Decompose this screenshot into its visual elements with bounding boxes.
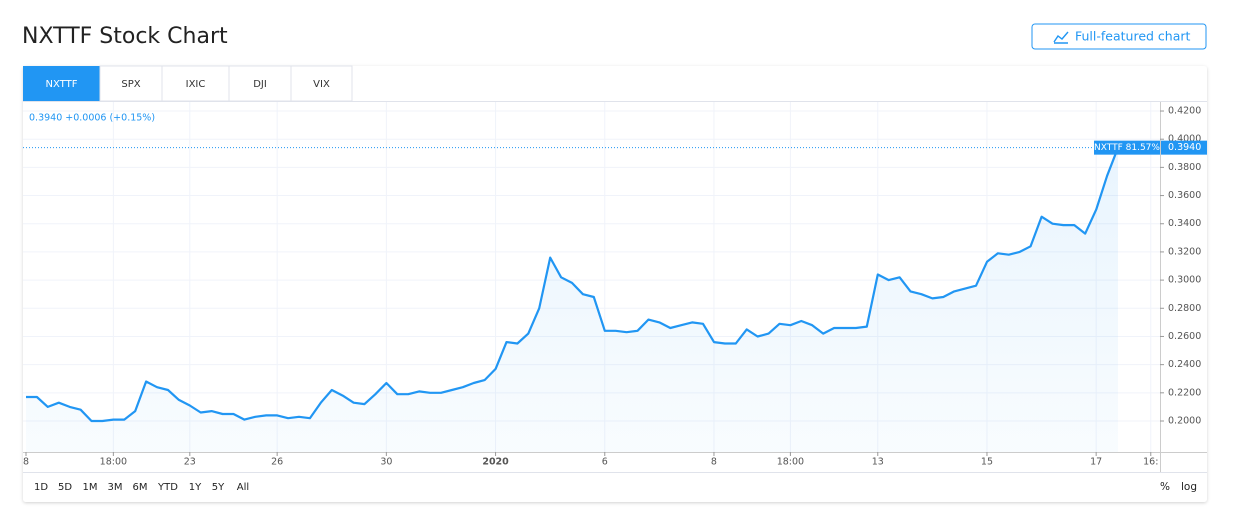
price-label-bg: [1161, 140, 1207, 155]
button-label[interactable]: Full-featured chart: [1075, 29, 1191, 44]
x-tick-label: 8: [23, 457, 29, 468]
y-tick-label: 0.3600: [1168, 190, 1201, 201]
x-tick-label: 30: [380, 457, 392, 468]
x-tick-label: 13: [872, 457, 884, 468]
x-tick-label: 16:: [1143, 457, 1158, 468]
x-tick-label: 26: [271, 457, 283, 468]
tab[interactable]: [228, 65, 292, 102]
full-chart-button[interactable]: [1031, 23, 1207, 50]
tab-label[interactable]: DJI: [253, 79, 267, 90]
tab[interactable]: [290, 65, 353, 102]
y-tick-label: 0.3200: [1168, 246, 1201, 257]
x-tick-label: 15: [981, 457, 993, 468]
tab-label[interactable]: IXIC: [186, 79, 206, 90]
range-button[interactable]: 6M: [133, 482, 148, 493]
x-tick-label: 2020: [482, 457, 509, 468]
y-tick-label: 0.3400: [1168, 218, 1201, 229]
range-button[interactable]: 3M: [108, 482, 123, 493]
price-line: [26, 147, 1120, 423]
y-tick-label: 0.3000: [1168, 275, 1201, 286]
y-tick-label: 0.2400: [1168, 359, 1201, 370]
range-button[interactable]: All: [237, 482, 249, 493]
scale-option[interactable]: %: [1160, 481, 1170, 493]
y-tick-label: 0.3800: [1168, 162, 1201, 173]
x-tick-label: 23: [184, 457, 196, 468]
range-button[interactable]: 1M: [83, 482, 98, 493]
scale-option[interactable]: log: [1181, 481, 1197, 493]
range-button[interactable]: YTD: [157, 482, 178, 493]
badge-bg: [1094, 140, 1160, 155]
legend-text: 0.3940 +0.0006 (+0.15%): [29, 113, 155, 124]
y-tick-label: 0.4200: [1168, 106, 1201, 117]
x-tick-label: 18:00: [100, 457, 127, 468]
area: [26, 147, 1118, 452]
tab[interactable]: [99, 65, 163, 102]
tab[interactable]: [23, 66, 100, 101]
y-tick-label: 0.2600: [1168, 331, 1201, 342]
range-button[interactable]: 5Y: [212, 482, 225, 493]
range-button[interactable]: 1Y: [189, 482, 202, 493]
badge: NXTTF 81.57%: [1094, 143, 1160, 153]
tab-label[interactable]: SPX: [121, 79, 140, 90]
y-tick-label: 0.2200: [1168, 387, 1201, 398]
range-button[interactable]: 1D: [34, 482, 48, 493]
x-tick-label: 17: [1090, 457, 1102, 468]
tab-label[interactable]: VIX: [313, 79, 330, 90]
price-label: 0.3940: [1168, 142, 1201, 153]
x-tick-label: 18:00: [777, 457, 804, 468]
button-icon: [1053, 31, 1069, 44]
y-tick-label: 0.4000: [1168, 134, 1201, 145]
range-button[interactable]: 5D: [58, 482, 72, 493]
x-tick-label: 8: [711, 457, 717, 468]
page-title: NXTTF Stock Chart: [22, 24, 228, 49]
y-tick-label: 0.2800: [1168, 303, 1201, 314]
y-tick-label: 0.2000: [1168, 416, 1201, 427]
tab-label[interactable]: NXTTF: [46, 79, 78, 90]
x-tick-label: 6: [602, 457, 608, 468]
